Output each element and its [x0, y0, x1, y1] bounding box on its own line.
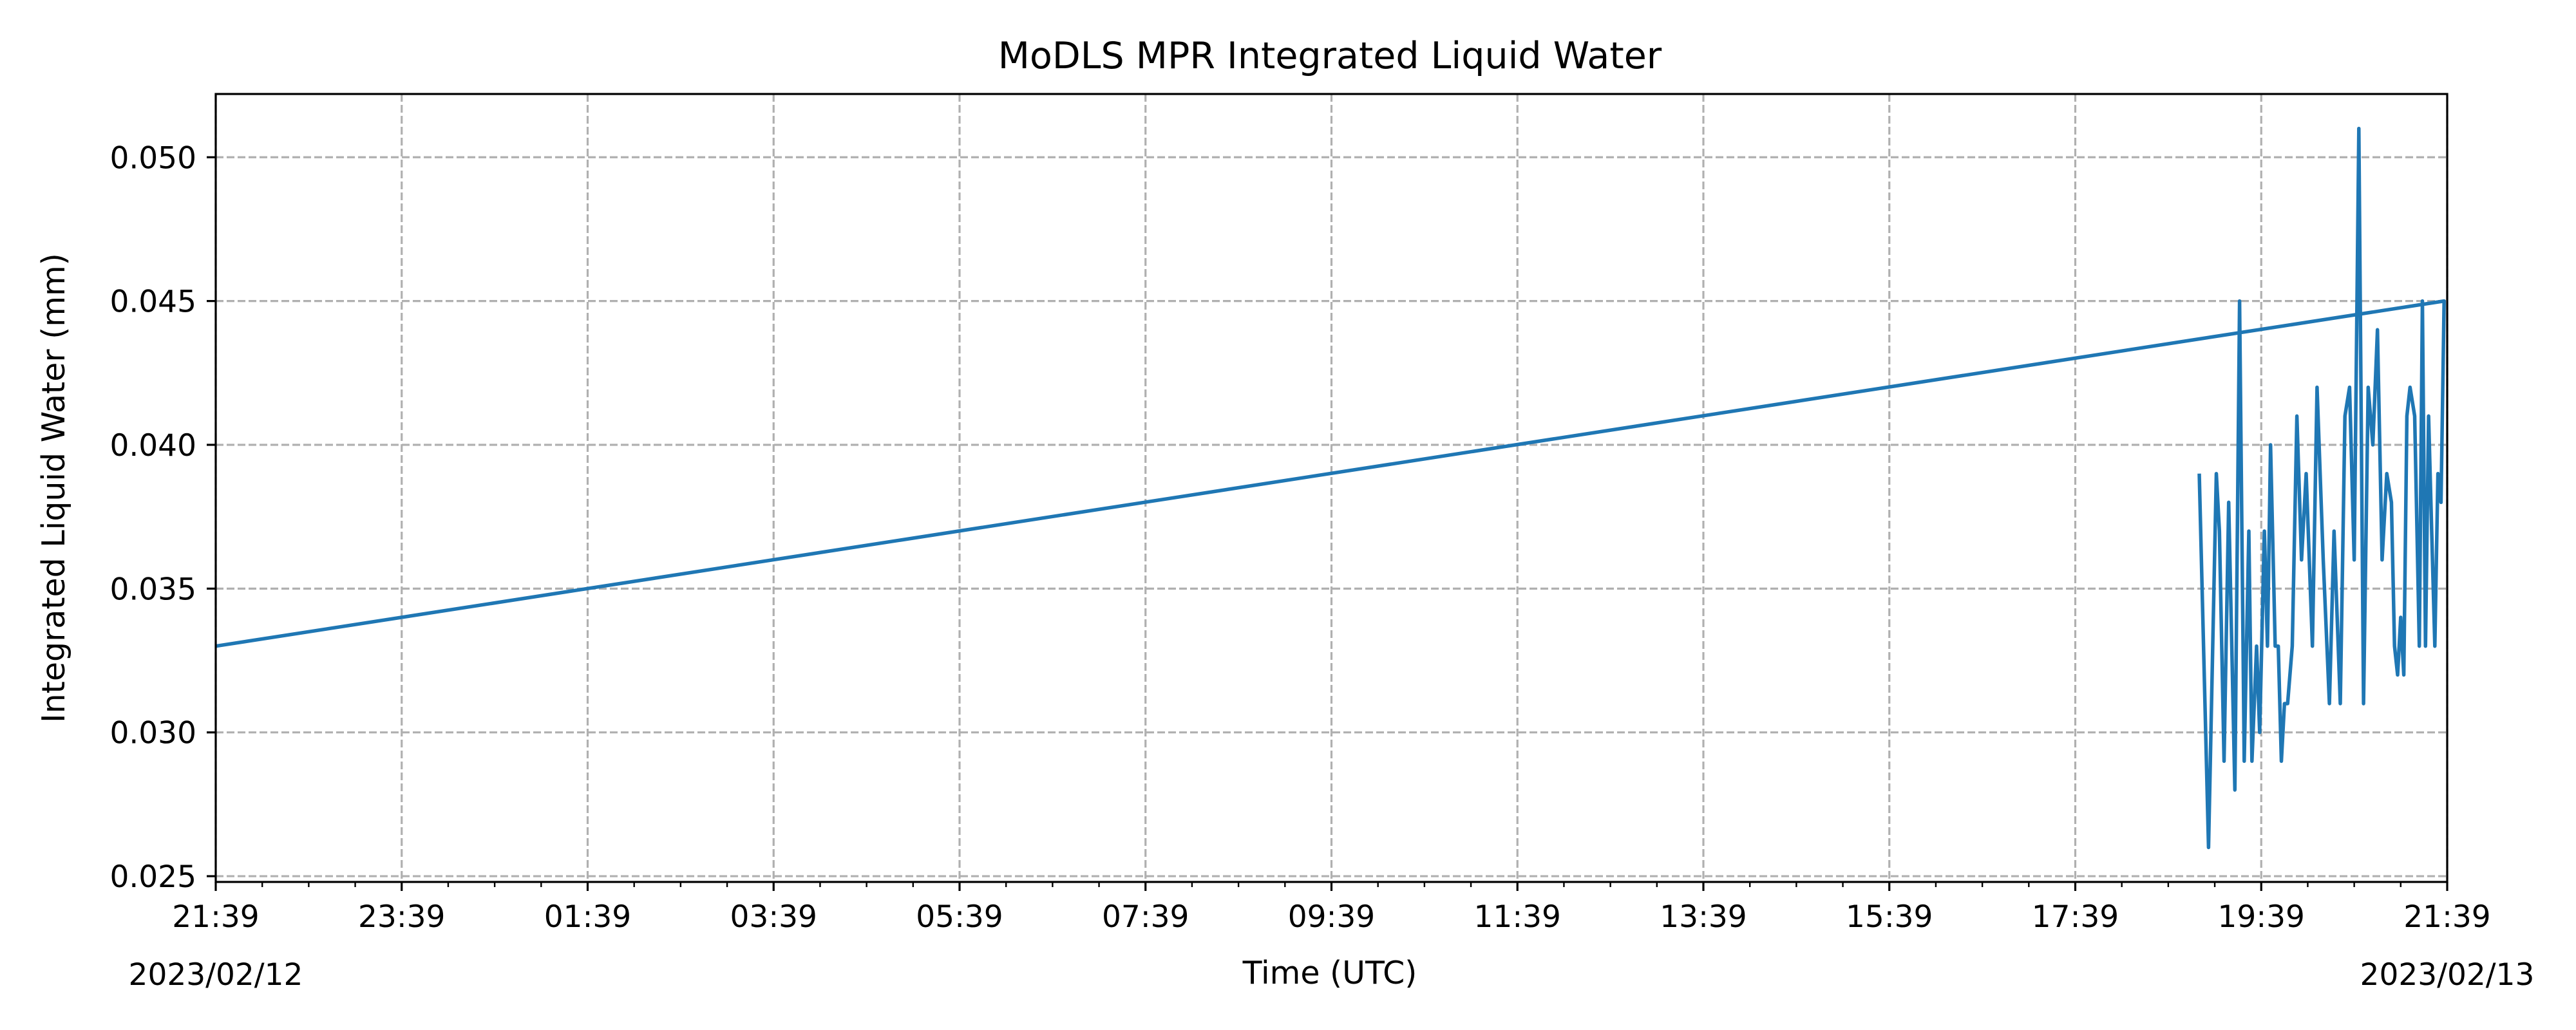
y-axis: 0.025 0.030 0.035 0.040 0.045 0.050	[109, 140, 216, 895]
series-line	[215, 126, 2446, 850]
x-axis-label: Time (UTC)	[1242, 955, 1417, 991]
x-tick-label: 21:39	[172, 899, 259, 935]
x-tick-label: 07:39	[1102, 899, 1189, 935]
y-tick-label: 0.045	[109, 285, 196, 320]
x-tick-label: 21:39	[2403, 899, 2490, 935]
y-tick-label: 0.050	[109, 140, 196, 176]
x-tick-label: 03:39	[730, 899, 817, 935]
y-tick-label: 0.025	[109, 859, 196, 895]
chart-title: MoDLS MPR Integrated Liquid Water	[998, 35, 1662, 77]
x-tick-label: 15:39	[1846, 899, 1933, 935]
series-group	[215, 126, 2446, 850]
x-tick-label: 23:39	[358, 899, 445, 935]
x-tick-label: 13:39	[1660, 899, 1747, 935]
x-date-start-label: 2023/02/12	[129, 957, 303, 993]
x-tick-label: 09:39	[1288, 899, 1375, 935]
y-axis-label: Integrated Liquid Water (mm)	[35, 253, 72, 723]
x-tick-label: 17:39	[2032, 899, 2119, 935]
x-tick-label: 05:39	[916, 899, 1003, 935]
x-tick-label: 11:39	[1474, 899, 1561, 935]
y-tick-label: 0.030	[109, 716, 196, 751]
grid	[214, 94, 2448, 882]
x-tick-label: 19:39	[2218, 899, 2305, 935]
x-tick-label: 01:39	[544, 899, 631, 935]
y-tick-label: 0.040	[109, 428, 196, 464]
y-tick-label: 0.035	[109, 572, 196, 607]
x-axis: 21:39 23:39 01:39 03:39 05:39 07:39 09:39 11:39…	[172, 882, 2491, 935]
x-date-end-label: 2023/02/13	[2360, 957, 2535, 993]
